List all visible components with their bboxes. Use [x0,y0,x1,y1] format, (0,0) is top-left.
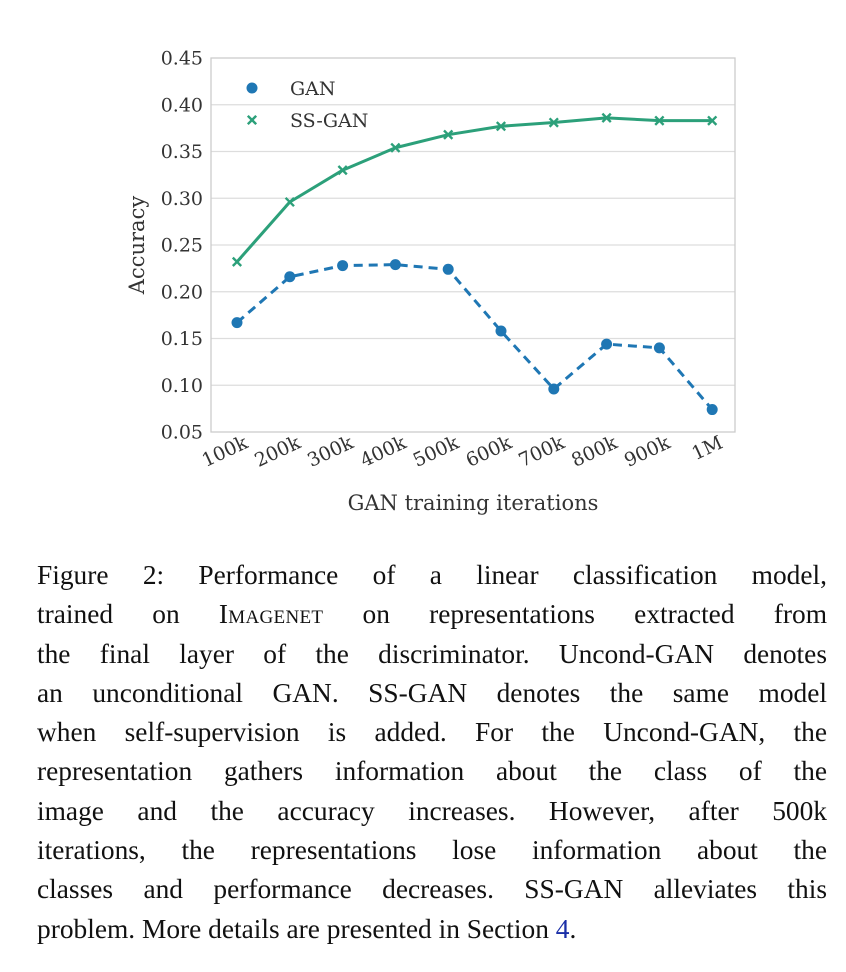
figure-caption: Figure 2: Performance of a linear classi… [37,556,827,949]
data-series [231,112,718,416]
data-point-ss-gan [548,117,559,128]
data-point-ss-gan [337,165,348,176]
data-point-gan [706,404,718,416]
caption-text: image and the accuracy increases. Howeve… [37,795,827,826]
y-tick-label: 0.25 [161,235,203,257]
data-point-ss-gan [390,142,401,153]
caption-text: the final layer of the discriminator. Un… [37,638,827,669]
data-point-gan [548,383,560,395]
caption-line: iterations, the representations lose inf… [37,831,827,870]
x-tick-label: 500k [410,431,463,471]
caption-line: trained on Imagenet on representations e… [37,595,827,634]
caption-line: classes and performance decreases. SS-GA… [37,870,827,909]
legend-label: GAN [290,78,336,100]
x-axis-ticks: 100k 200k 300k 400k 500k 600k 700k 800k 900k 1M [199,431,727,471]
legend-marker-gan [246,82,258,94]
caption-line: the final layer of the discriminator. Un… [37,635,827,674]
legend-marker-ss-gan [246,114,258,126]
x-tick-label: 900k [621,431,674,471]
data-point-ss-gan [707,115,718,126]
series-line-gan [236,263,714,411]
caption-text: classes and performance decreases. SS-GA… [37,874,827,905]
dataset-name: Imagenet [218,599,324,630]
data-point-gan [389,259,401,271]
x-tick-label: 200k [251,431,304,471]
plot-frame [210,57,736,433]
y-tick-label: 0.05 [161,422,203,444]
caption-text: an unconditional GAN. SS-GAN denotes the… [37,677,827,708]
data-point-ss-gan [654,115,665,126]
caption-line: Figure 2: Performance of a linear classi… [37,556,827,595]
caption-line: when self-supervision is added. For the … [37,713,827,752]
y-tick-label: 0.20 [161,281,203,303]
caption-line: representation gathers information about… [37,752,827,791]
y-axis-label: Accuracy [125,196,149,296]
data-point-gan [337,260,349,272]
y-tick-label: 0.15 [161,328,203,350]
x-axis-label: GAN training iterations [348,491,599,515]
data-point-gan [284,271,296,283]
caption-line: an unconditional GAN. SS-GAN denotes the… [37,674,827,713]
caption-line: problem. More details are presented in S… [37,910,827,949]
caption-text: on representations extracted from [323,599,827,630]
data-point-ss-gan [443,129,454,140]
data-point-gan [231,317,243,329]
legend: GAN SS-GAN [246,78,368,132]
data-point-gan [442,263,454,275]
x-tick-label: 1M [688,432,726,465]
data-point-ss-gan [495,121,507,132]
figure-chart: 0.05 0.10 0.15 0.20 0.25 0.30 0.35 0.40 0.45 100… [125,48,736,515]
section-link[interactable]: 4 [555,913,570,944]
caption-line: image and the accuracy increases. Howeve… [37,792,827,831]
x-tick-label: 300k [304,431,357,471]
y-tick-label: 0.35 [161,141,203,163]
grid-lines [211,104,735,386]
series-line-ss-gan [235,116,713,263]
y-tick-label: 0.45 [161,48,203,70]
y-tick-label: 0.40 [161,94,203,116]
data-point-ss-gan [284,196,295,208]
y-tick-label: 0.10 [161,375,203,397]
line-chart: 0.05 0.10 0.15 0.20 0.25 0.30 0.35 0.40 0.45 100… [125,48,736,515]
x-tick-label: 800k [568,431,621,471]
y-tick-label: 0.30 [161,188,203,210]
data-point-gan [495,325,507,337]
caption-text: problem. More details are presented in S… [37,913,556,944]
caption-text: trained on [37,599,219,630]
x-tick-label: 400k [357,431,410,471]
caption-text: representation gathers information about… [37,756,827,787]
x-tick-label: 600k [463,431,516,471]
caption-text: when self-supervision is added. For the … [37,717,827,748]
data-point-ss-gan [231,256,243,267]
y-axis-ticks: 0.05 0.10 0.15 0.20 0.25 0.30 0.35 0.40 0.45 [161,48,203,444]
data-point-gan [601,338,613,350]
caption-text: iterations, the representations lose inf… [37,835,827,866]
data-point-gan [653,342,665,354]
caption-text: Figure 2: Performance of a linear classi… [37,560,827,590]
x-tick-label: 100k [199,431,252,471]
legend-label: SS-GAN [290,110,368,132]
data-point-ss-gan [601,112,612,123]
caption-text: . [569,913,577,944]
x-tick-label: 700k [515,431,568,471]
